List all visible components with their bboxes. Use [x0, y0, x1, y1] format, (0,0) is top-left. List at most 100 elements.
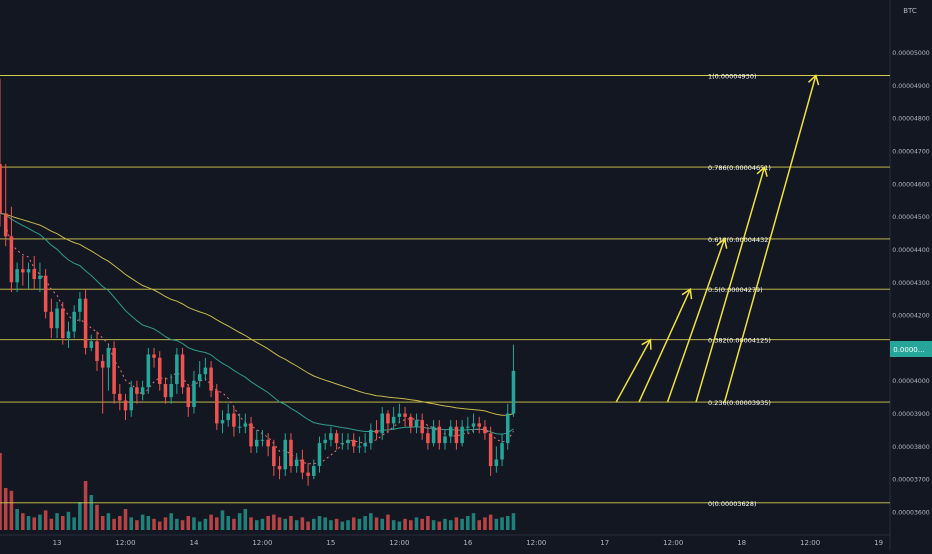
candle-body [60, 308, 65, 339]
projection-arrows[interactable] [615, 74, 820, 403]
candle [460, 420, 464, 447]
candle [66, 321, 71, 348]
candle-body [243, 423, 248, 427]
time-axis[interactable]: 13 12:00 14 12:00 15 12:00 16 12:00 17 12:00 18 12:… [53, 539, 883, 547]
volume-bar [403, 518, 407, 530]
candle-body [511, 370, 516, 414]
projection-arrow [638, 287, 693, 403]
volume-bar [0, 453, 2, 530]
volume-bar [323, 517, 327, 530]
candle [386, 410, 390, 434]
volume-bar [283, 518, 288, 530]
candle [237, 413, 242, 434]
candle-body [43, 275, 48, 312]
candle-body [175, 354, 179, 385]
candle-body [254, 439, 259, 447]
fib-level-label: 0.382(0.00004125) [708, 337, 771, 345]
candle [9, 206, 14, 293]
volume-bar [391, 520, 396, 530]
candle [21, 256, 25, 286]
candle [312, 459, 316, 480]
candle [3, 164, 8, 247]
candle-body [488, 433, 493, 467]
candle [243, 413, 248, 434]
candle [317, 436, 322, 473]
volume-bar [135, 520, 139, 530]
candle [483, 420, 487, 440]
volume-bar [232, 518, 236, 530]
candle [135, 380, 139, 404]
fib-level-label: 0.618(0.00004432) [708, 236, 771, 244]
price-tick-label: 0.00004300 [892, 280, 929, 287]
candle-body [397, 413, 402, 417]
candle [260, 429, 265, 447]
volume-bar [220, 510, 225, 530]
price-tick-label: 0.00004400 [892, 247, 929, 254]
projection-arrow [695, 165, 768, 403]
fib-level-label: 0(0.00003628) [708, 500, 757, 508]
candle-body [323, 439, 327, 444]
candle [340, 433, 345, 450]
candle-body [403, 413, 407, 417]
volume-bar [294, 520, 299, 530]
time-tick-label: 15 [326, 539, 335, 547]
volume-bar [146, 516, 151, 530]
candle [186, 384, 191, 417]
price-tick-label: 0.00005000 [892, 50, 929, 57]
volume-bar [277, 517, 282, 530]
time-tick-label: 17 [600, 539, 609, 547]
candle-body [369, 429, 373, 444]
candle [118, 384, 122, 411]
candle-body [78, 298, 82, 312]
price-tick-label: 0.00004200 [892, 313, 929, 320]
candle [175, 347, 179, 394]
candle [95, 331, 99, 371]
candle-body [346, 439, 350, 444]
volume-bar [454, 517, 459, 530]
candle [197, 361, 202, 388]
volume-bar [3, 488, 8, 530]
candle [437, 420, 442, 450]
candle [466, 416, 470, 434]
candle [180, 347, 185, 394]
fib-level-label: 0.786(0.00004651) [708, 164, 771, 172]
ma-short [5, 224, 514, 465]
volume-bar [471, 513, 476, 530]
candle-body [300, 459, 305, 473]
volume-bar [505, 516, 510, 530]
volume-bar [197, 521, 202, 530]
candle [26, 262, 31, 289]
candle [15, 262, 19, 293]
volume-bar [329, 520, 333, 530]
arrow-shaft [666, 238, 726, 403]
volume-bar [175, 518, 179, 530]
candle [323, 433, 327, 450]
volume-bar [317, 516, 322, 530]
candle-body [437, 426, 442, 444]
volume-bar [380, 518, 385, 530]
candle [488, 426, 493, 476]
candle-body [237, 426, 242, 428]
time-tick-label: 14 [190, 539, 199, 547]
candle-body [129, 387, 133, 411]
volume-bar [55, 513, 59, 530]
fib-level-label: 1(0.00004930) [708, 72, 757, 80]
volume-bar [32, 517, 36, 530]
volume-bar [397, 521, 402, 530]
candle [106, 344, 111, 391]
volume-bar [266, 516, 270, 530]
volume-bar [363, 516, 367, 530]
candle [346, 433, 350, 450]
candle-body [140, 387, 145, 394]
candle-body [15, 269, 19, 283]
candle [471, 413, 476, 434]
candle [391, 406, 396, 430]
fib-levels[interactable]: 1(0.00004930) 0.786(0.00004651) 0.618(0.00… [0, 72, 890, 508]
time-tick-label: 19 [874, 539, 883, 547]
candle-body [340, 443, 345, 445]
candle-body [277, 466, 282, 470]
candle [249, 416, 253, 453]
volume-bar [203, 518, 208, 530]
candle [129, 380, 133, 417]
